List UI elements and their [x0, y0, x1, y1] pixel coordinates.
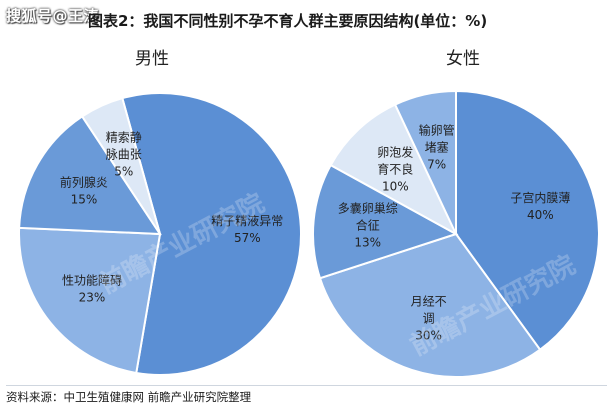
slice-name: 脉曲张	[106, 146, 142, 161]
male-pie-label-slice-2: 性功能障碍 23%	[62, 272, 122, 304]
slice-percent: 10%	[382, 179, 409, 193]
female-pie-slice-3	[312, 163, 459, 280]
slice-name: 月经不	[411, 294, 447, 308]
slice-name: 子宫内膜薄	[510, 190, 570, 205]
slice-name: 输卵管	[419, 122, 455, 137]
slice-percent: 40%	[527, 208, 554, 222]
source-note: 资料来源：中卫生殖健康网 前瞻产业研究院整理	[6, 390, 252, 404]
slice-percent: 15%	[71, 192, 98, 206]
female-pie-slice-2	[318, 232, 542, 378]
male-pie: 精子精液异常 57% 性功能障碍 23% 前列腺炎 15% 精索静脉曲张 5%	[18, 92, 302, 376]
slice-name: 合征	[356, 218, 380, 233]
female-pie-label-slice-1: 子宫内膜薄 40%	[510, 190, 570, 222]
slice-percent: 57%	[234, 231, 261, 245]
female-pie-slice-5	[393, 89, 457, 235]
male-pie-slice-1	[121, 92, 302, 376]
male-pie-label-slice-3: 前列腺炎 15%	[60, 174, 108, 206]
male-subtitle: 男性	[135, 49, 169, 69]
slice-name: 卵泡发	[377, 144, 413, 159]
slice-name: 调	[423, 311, 435, 325]
slice-percent: 13%	[354, 236, 381, 250]
slice-name: 育不良	[377, 161, 413, 176]
female-pie-label-slice-5: 输卵管堵塞 7%	[419, 122, 455, 171]
male-pie-slice-2	[18, 226, 162, 375]
female-pie: 子宫内膜薄 40% 月经不调 30% 多囊卵巢综合征 13% 卵泡发育不良 10% 输卵管堵塞 7…	[312, 89, 600, 378]
slice-name: 性功能障碍	[62, 272, 122, 287]
male-pie-slice-4	[80, 96, 161, 235]
slice-name: 多囊卵巢综	[338, 201, 398, 216]
footer-divider	[6, 385, 607, 386]
slice-name: 堵塞	[425, 139, 449, 154]
slice-name: 精子精液异常	[211, 213, 283, 228]
chart-title: 图表2：我国不同性别不孕不育人群主要原因结构(单位：%)	[88, 12, 488, 30]
female-pie-slice-4	[329, 103, 459, 237]
slice-name: 精索静	[106, 130, 142, 144]
male-pie-slice-3	[18, 115, 162, 236]
female-pie-label-slice-2: 月经不调 30%	[411, 294, 447, 342]
male-pie-label-slice-1: 精子精液异常 57%	[211, 213, 283, 245]
female-pie-label-slice-4: 卵泡发育不良 10%	[377, 144, 413, 193]
slice-percent: 23%	[79, 290, 106, 304]
female-pie-slice-1	[455, 89, 600, 352]
female-pie-label-slice-3: 多囊卵巢综合征 13%	[338, 201, 398, 250]
slice-percent: 7%	[427, 157, 446, 171]
slice-percent: 30%	[415, 328, 442, 342]
slice-name: 前列腺炎	[60, 174, 108, 189]
female-subtitle: 女性	[446, 49, 480, 69]
watermark-text: 搜狐号@王涛	[6, 7, 100, 25]
male-pie-label-slice-4: 精索静脉曲张 5%	[106, 130, 142, 178]
slice-percent: 5%	[114, 164, 133, 178]
